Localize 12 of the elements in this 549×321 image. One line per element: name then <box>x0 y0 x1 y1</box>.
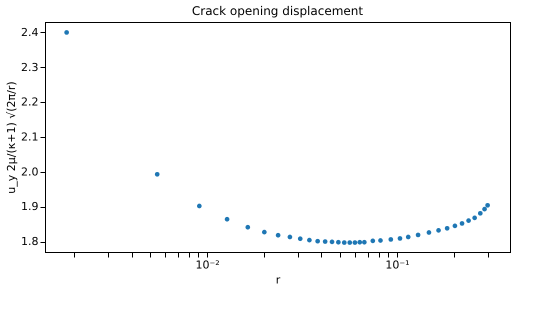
y-tick-label: 2.1 <box>21 130 38 144</box>
y-tick-label: 2.4 <box>21 26 38 39</box>
x-tick-label: 10⁻¹ <box>385 258 410 272</box>
x-axis-title: r <box>276 274 281 286</box>
x-tick-label: 10⁻² <box>195 258 220 272</box>
y-tick-label: 1.8 <box>21 235 38 248</box>
y-tick-label: 2.2 <box>21 96 38 109</box>
y-tick-label: 1.9 <box>21 200 38 214</box>
y-tick-label: 2.0 <box>21 165 38 178</box>
y-axis-title: u_y 2μ/(κ+1) √(2π/r) <box>5 81 18 194</box>
chart-title: Crack opening displacement <box>192 4 364 18</box>
y-tick-label: 2.3 <box>21 60 38 74</box>
